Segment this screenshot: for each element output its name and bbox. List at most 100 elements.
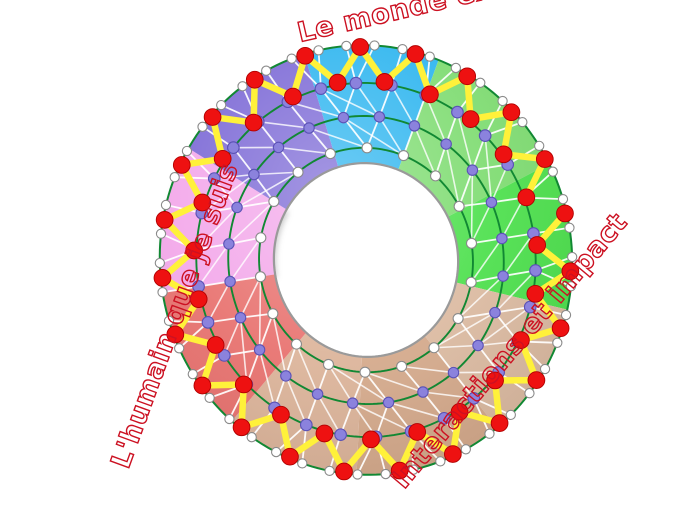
highlight-node[interactable] [458, 67, 477, 86]
highlight-node[interactable] [375, 73, 394, 91]
ring-third-node[interactable] [334, 428, 347, 442]
ring-outer-node[interactable] [181, 145, 193, 157]
ring-inner-node[interactable] [428, 342, 440, 354]
highlight-node[interactable] [406, 45, 425, 63]
ring-outer-node[interactable] [564, 222, 575, 233]
highlight-node[interactable] [213, 149, 232, 168]
ring-inner-node[interactable] [254, 271, 267, 283]
ring-third-node[interactable] [299, 418, 313, 432]
ring-outer-node[interactable] [450, 62, 462, 74]
highlight-node[interactable] [245, 70, 264, 89]
ring-second-node[interactable] [346, 397, 359, 409]
highlight-node[interactable] [526, 284, 545, 303]
ring-second-node[interactable] [272, 141, 285, 154]
highlight-node[interactable] [486, 371, 504, 390]
highlight-node[interactable] [185, 241, 203, 260]
highlight-node[interactable] [281, 447, 299, 466]
ring-outer-node[interactable] [475, 77, 486, 88]
ring-outer-node[interactable] [539, 363, 551, 375]
ring-outer-node[interactable] [565, 281, 577, 292]
ring-third-node[interactable] [523, 300, 537, 314]
highlight-node[interactable] [494, 145, 513, 164]
ring-second-node[interactable] [337, 111, 350, 124]
highlight-node[interactable] [502, 103, 521, 122]
ring-outer-node[interactable] [187, 369, 198, 380]
ring-outer-node[interactable] [224, 413, 235, 425]
ring-second-node[interactable] [440, 138, 452, 150]
highlight-node[interactable] [461, 110, 480, 128]
ring-second-node[interactable] [417, 386, 429, 398]
ring-second-node[interactable] [497, 270, 509, 282]
ring-second-node[interactable] [253, 344, 266, 356]
highlight-node[interactable] [528, 236, 547, 254]
ring-second-node[interactable] [382, 396, 395, 409]
highlight-node[interactable] [296, 46, 315, 65]
highlight-node[interactable] [408, 423, 427, 441]
ring-outer-node[interactable] [424, 51, 435, 62]
highlight-node[interactable] [421, 85, 439, 104]
ring-outer-node[interactable] [216, 99, 227, 111]
highlight-node[interactable] [362, 430, 380, 449]
ring-second-node[interactable] [472, 339, 484, 352]
highlight-node[interactable] [561, 262, 580, 281]
ring-inner-node[interactable] [465, 237, 478, 249]
ring-outer-node[interactable] [204, 392, 215, 404]
highlight-node[interactable] [315, 424, 334, 443]
ring-outer-node[interactable] [163, 315, 175, 326]
ring-second-node[interactable] [224, 275, 236, 288]
ring-outer-node[interactable] [552, 337, 563, 348]
highlight-node[interactable] [234, 375, 253, 394]
ring-outer-node[interactable] [197, 121, 208, 132]
ring-second-node[interactable] [231, 201, 243, 214]
ring-inner-node[interactable] [255, 232, 267, 244]
ring-outer-node[interactable] [157, 287, 168, 298]
ring-third-node[interactable] [207, 172, 221, 185]
ring-inner-node[interactable] [268, 195, 280, 208]
ring-outer-node[interactable] [497, 95, 508, 107]
ring-inner-node[interactable] [361, 142, 373, 154]
ring-third-node[interactable] [478, 129, 492, 142]
ring-outer-node[interactable] [517, 116, 528, 128]
ring-outer-node[interactable] [261, 65, 272, 76]
ring-inner-node[interactable] [465, 276, 477, 288]
highlight-node[interactable] [351, 38, 369, 56]
ring-inner-node[interactable] [267, 308, 279, 320]
ring-outer-node[interactable] [505, 409, 516, 421]
ring-outer-node[interactable] [160, 199, 172, 211]
ring-outer-node[interactable] [484, 428, 495, 439]
ring-outer-node[interactable] [246, 432, 257, 443]
ring-outer-node[interactable] [237, 81, 248, 92]
ring-inner-node[interactable] [322, 358, 335, 371]
ring-outer-node[interactable] [297, 458, 308, 469]
highlight-node[interactable] [232, 418, 251, 437]
ring-second-node[interactable] [408, 120, 421, 132]
ring-outer-node[interactable] [397, 43, 408, 55]
highlight-node[interactable] [193, 193, 212, 212]
ring-inner-node[interactable] [396, 360, 408, 372]
ring-outer-node[interactable] [534, 140, 545, 151]
highlight-node[interactable] [335, 462, 353, 481]
ring-third-node[interactable] [451, 105, 464, 119]
ring-third-node[interactable] [314, 82, 328, 96]
highlight-node[interactable] [551, 319, 570, 338]
highlight-node[interactable] [153, 268, 172, 287]
ring-third-node[interactable] [467, 392, 481, 405]
ring-outer-node[interactable] [313, 45, 324, 56]
ring-outer-node[interactable] [169, 172, 180, 183]
highlight-node[interactable] [193, 376, 212, 395]
highlight-node[interactable] [172, 156, 191, 174]
ring-inner-node[interactable] [453, 200, 465, 212]
ring-second-node[interactable] [466, 164, 479, 176]
ring-outer-node[interactable] [324, 465, 335, 477]
ring-outer-node[interactable] [435, 456, 446, 467]
highlight-node[interactable] [203, 108, 222, 126]
ring-inner-node[interactable] [292, 166, 304, 178]
ring-third-node[interactable] [529, 264, 542, 277]
ring-second-node[interactable] [485, 196, 498, 209]
ring-second-node[interactable] [303, 122, 315, 134]
ring-third-node[interactable] [227, 141, 240, 154]
ring-outer-node[interactable] [460, 444, 471, 455]
ring-outer-node[interactable] [408, 464, 419, 475]
ring-third-node[interactable] [437, 411, 451, 425]
ring-second-node[interactable] [280, 370, 292, 382]
